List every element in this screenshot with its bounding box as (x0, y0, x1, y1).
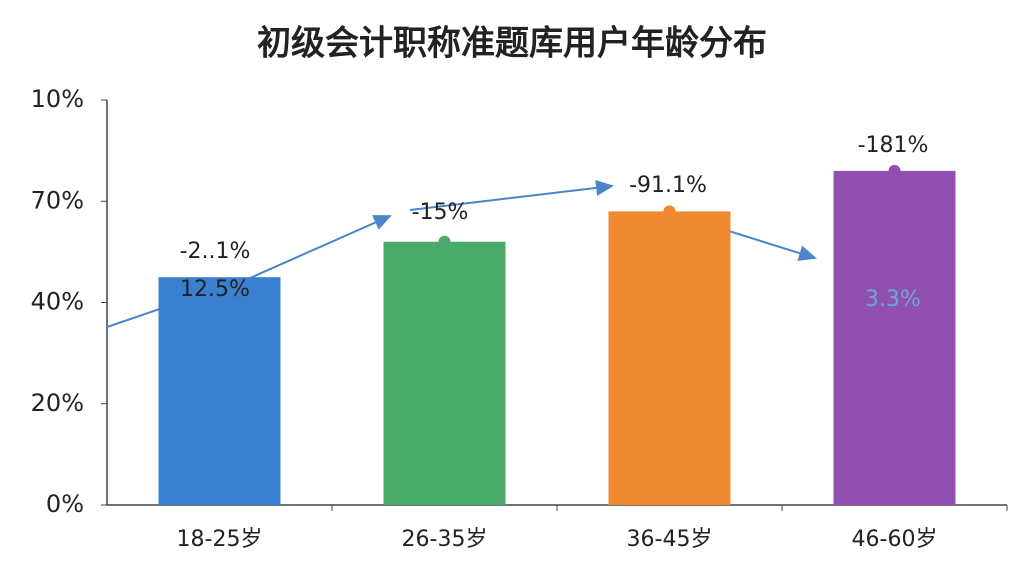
annotation: 12.5% (180, 277, 250, 302)
annotation: -91.1% (629, 173, 707, 198)
annotation: -15% (412, 200, 469, 225)
annotation: 3.3% (865, 287, 921, 312)
annotation: -181% (858, 133, 929, 158)
y-tick-label: 40% (31, 288, 84, 316)
y-tick-label: 70% (31, 186, 84, 214)
y-tick-label: 0% (46, 490, 84, 518)
x-tick-label: 18-25岁 (177, 527, 263, 552)
bar (158, 277, 281, 505)
bar (383, 241, 506, 505)
annotation: -2..1% (180, 239, 251, 264)
bar (833, 170, 956, 505)
bar (608, 211, 731, 505)
bar-dot (663, 205, 676, 218)
y-tick-label: 10% (31, 85, 84, 113)
x-tick-label: 36-45岁 (627, 527, 713, 552)
bar-dot (438, 235, 451, 248)
bar-dot (888, 164, 901, 177)
x-tick-label: 26-35岁 (402, 527, 488, 552)
x-tick-label: 46-60岁 (852, 527, 938, 552)
chart-title: 初级会计职称准题库用户年龄分布 (257, 24, 767, 64)
y-tick-label: 20% (31, 389, 84, 417)
